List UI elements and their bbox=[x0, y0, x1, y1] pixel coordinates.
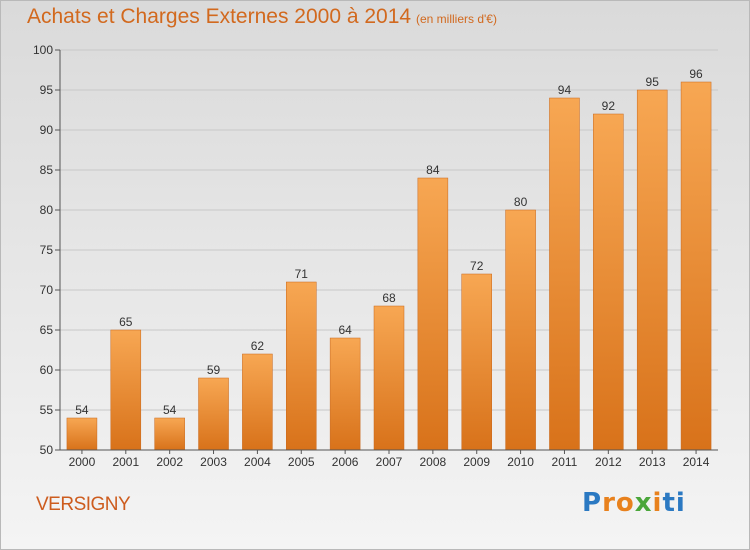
y-tick-label: 65 bbox=[40, 323, 54, 337]
bar bbox=[198, 377, 229, 451]
data-label: 94 bbox=[558, 83, 572, 97]
x-tick-label: 2001 bbox=[112, 455, 139, 469]
data-label: 62 bbox=[251, 339, 265, 353]
bar bbox=[549, 97, 580, 451]
x-tick-label: 2014 bbox=[683, 455, 710, 469]
data-label: 92 bbox=[602, 99, 616, 113]
data-label: 72 bbox=[470, 259, 484, 273]
x-tick-label: 2007 bbox=[376, 455, 403, 469]
bar bbox=[461, 273, 492, 451]
x-tick-label: 2012 bbox=[595, 455, 622, 469]
y-tick-label: 55 bbox=[40, 403, 54, 417]
y-tick-label: 75 bbox=[40, 243, 54, 257]
bar bbox=[636, 89, 668, 451]
x-tick-label: 2010 bbox=[507, 455, 534, 469]
x-tick-label: 2009 bbox=[463, 455, 490, 469]
data-label: 54 bbox=[163, 403, 177, 417]
x-tick-label: 2002 bbox=[156, 455, 183, 469]
logo-letter: x bbox=[634, 488, 653, 518]
data-label: 95 bbox=[646, 75, 660, 89]
y-tick-label: 60 bbox=[40, 363, 54, 377]
x-tick-label: 2003 bbox=[200, 455, 227, 469]
data-label: 84 bbox=[426, 163, 440, 177]
bar bbox=[680, 81, 712, 451]
bar bbox=[505, 209, 536, 451]
y-tick-label: 90 bbox=[40, 123, 54, 137]
y-tick-label: 95 bbox=[40, 83, 54, 97]
logo-letter: o bbox=[615, 488, 635, 518]
x-tick-label: 2011 bbox=[552, 455, 578, 469]
data-label: 59 bbox=[207, 363, 221, 377]
data-label: 71 bbox=[295, 267, 309, 281]
x-tick-label: 2008 bbox=[420, 455, 447, 469]
chart-subtitle: (en milliers d'€) bbox=[416, 12, 497, 26]
logo-letter: ti bbox=[662, 488, 686, 518]
bar bbox=[286, 281, 317, 451]
data-label: 96 bbox=[689, 67, 703, 81]
chart-title: Achats et Charges Externes 2000 à 2014 bbox=[27, 5, 412, 28]
data-label: 68 bbox=[382, 291, 396, 305]
y-tick-label: 100 bbox=[33, 43, 53, 57]
x-tick-label: 2005 bbox=[288, 455, 315, 469]
bar bbox=[593, 113, 624, 451]
y-tick-label: 80 bbox=[40, 203, 54, 217]
logo-letter: r bbox=[602, 488, 616, 518]
data-label: 65 bbox=[119, 315, 133, 329]
logo-letter: i bbox=[652, 488, 663, 518]
bar bbox=[242, 353, 273, 451]
x-tick-label: 2006 bbox=[332, 455, 359, 469]
data-label: 54 bbox=[75, 403, 89, 417]
bar bbox=[110, 329, 142, 451]
x-tick-label: 2013 bbox=[639, 455, 666, 469]
bar bbox=[154, 417, 185, 451]
x-tick-label: 2000 bbox=[69, 455, 96, 469]
data-label: 64 bbox=[338, 323, 352, 337]
y-tick-label: 70 bbox=[40, 283, 54, 297]
place-name: VERSIGNY bbox=[36, 494, 131, 515]
x-tick-label: 2004 bbox=[244, 455, 271, 469]
logo-letter: P bbox=[582, 488, 603, 518]
data-label: 80 bbox=[514, 195, 528, 209]
bar bbox=[373, 305, 405, 451]
bar bbox=[66, 417, 98, 451]
proxiti-logo: Proxiti bbox=[582, 488, 686, 518]
y-tick-label: 50 bbox=[40, 443, 54, 457]
bar bbox=[329, 337, 361, 451]
bar bbox=[417, 177, 449, 451]
y-tick-label: 85 bbox=[40, 163, 54, 177]
